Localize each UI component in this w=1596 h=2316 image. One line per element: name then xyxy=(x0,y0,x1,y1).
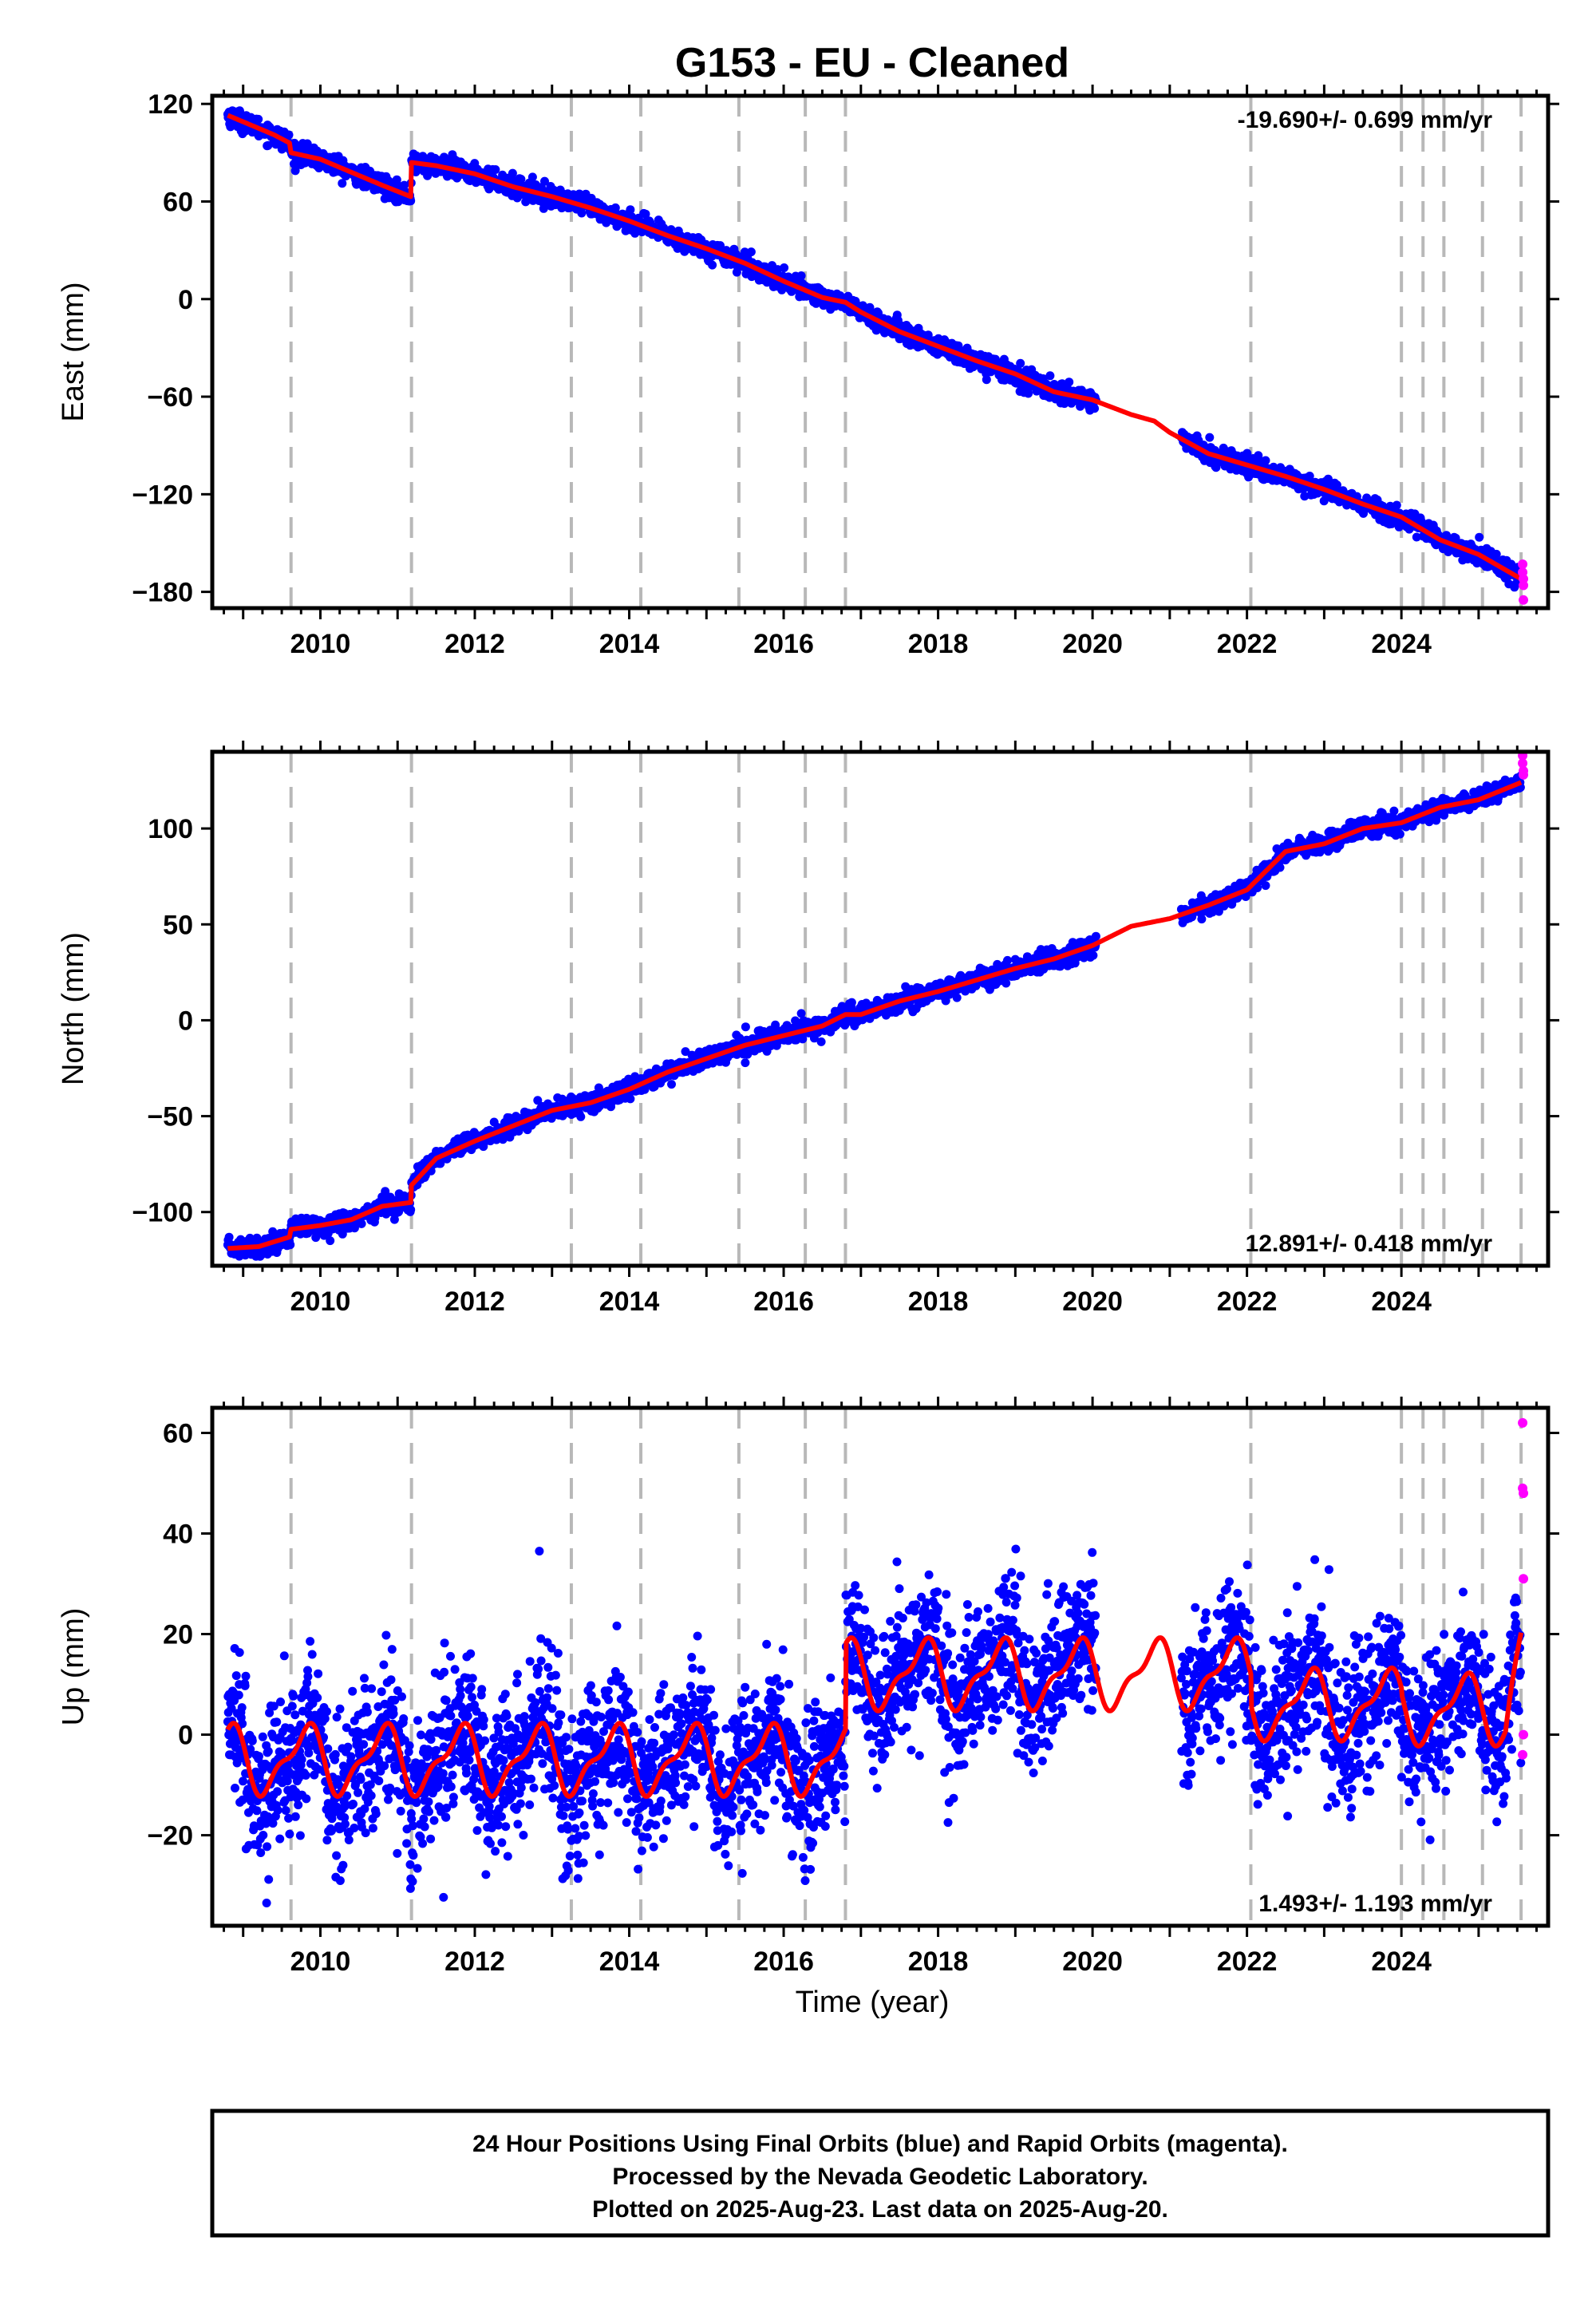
figure-title: G153 - EU - Cleaned xyxy=(675,40,1069,86)
final-point-615 xyxy=(508,168,517,178)
x-tick-label: 2012 xyxy=(444,629,505,659)
y-tick-label: −180 xyxy=(132,578,193,608)
final-point-1919 xyxy=(1197,915,1207,924)
final-point-2057 xyxy=(1261,456,1270,465)
final-point-1874 xyxy=(1091,931,1100,941)
x-tick-label: 2020 xyxy=(1062,629,1123,659)
final-point-135 xyxy=(286,1240,295,1250)
final-point-2057 xyxy=(1261,881,1270,891)
final-point-633 xyxy=(516,175,526,184)
final-point-1775 xyxy=(1045,371,1055,381)
x-tick-label: 2024 xyxy=(1371,629,1432,659)
final-point-1046 xyxy=(708,260,717,270)
rate-label: -19.690+/- 0.699 mm/yr xyxy=(1238,107,1493,133)
x-tick-label: 2014 xyxy=(599,629,660,659)
final-point-1201 xyxy=(780,263,789,272)
x-tick-label: 2016 xyxy=(753,629,814,659)
final-point-1711 xyxy=(1016,358,1025,368)
final-point-684 xyxy=(540,176,549,186)
y-axis-label: East (mm) xyxy=(57,282,90,421)
x-tick-label: 2010 xyxy=(290,629,351,659)
final-point-1117 xyxy=(741,1058,750,1068)
final-point-902 xyxy=(641,209,650,219)
final-point-1871 xyxy=(1090,404,1100,413)
final-point-658 xyxy=(527,172,537,182)
final-point-578 xyxy=(491,165,500,174)
final-point-1347 xyxy=(847,998,856,1007)
panel-east: 2010 2012 2014 2016 2018 2020 2022 2024 120 60 0 −6… xyxy=(57,85,1559,659)
final-point-1936 xyxy=(1205,433,1215,442)
final-point-1281 xyxy=(816,1037,826,1046)
final-point-146 xyxy=(290,166,300,176)
final-point-2340 xyxy=(1392,500,1401,510)
y-tick-label: 120 xyxy=(148,89,193,120)
final-orbit-points xyxy=(223,771,1526,1261)
final-point-132 xyxy=(284,130,294,140)
final-point-66 xyxy=(254,114,263,124)
final-point-1868 xyxy=(1088,951,1098,960)
final-point-395 xyxy=(406,1205,416,1215)
final-point-1130 xyxy=(746,247,756,257)
final-point-958 xyxy=(667,1080,676,1089)
final-point-1638 xyxy=(982,375,991,385)
final-point-1816 xyxy=(1065,377,1074,387)
final-point-395 xyxy=(406,196,416,206)
y-tick-label: −60 xyxy=(147,382,193,413)
final-orbit-points xyxy=(223,106,1526,592)
final-point-762 xyxy=(576,1112,586,1121)
final-point-869 xyxy=(626,1094,635,1104)
panel-north: 2010 2012 2014 2016 2018 2020 2022 2024100500−5… xyxy=(57,741,1559,1317)
final-point-1238 xyxy=(796,271,806,280)
final-point-1683 xyxy=(1003,955,1012,965)
y-tick-label: 0 xyxy=(178,285,193,315)
y-tick-label: −120 xyxy=(132,480,193,510)
final-point-1680 xyxy=(1001,978,1011,988)
final-point-837 xyxy=(610,203,620,212)
final-point-2518 xyxy=(1475,532,1484,542)
final-point-247 xyxy=(338,179,347,188)
panels: 2010 2012 2014 2016 2018 2020 2022 2024 120 60 0 −6… xyxy=(57,85,1559,1977)
x-tick-label: 2022 xyxy=(1217,629,1278,659)
final-point-1574 xyxy=(952,993,962,1002)
final-point-1118 xyxy=(741,1022,750,1032)
model-line xyxy=(226,113,1523,581)
final-point-221 xyxy=(326,1236,335,1246)
x-tick-label: 2018 xyxy=(908,629,969,659)
rapid-point-3 xyxy=(1519,580,1529,591)
y-tick-label: 60 xyxy=(163,187,193,217)
final-point-869 xyxy=(626,205,635,215)
rapid-point-4 xyxy=(1519,595,1529,605)
final-point-381 xyxy=(400,180,409,190)
